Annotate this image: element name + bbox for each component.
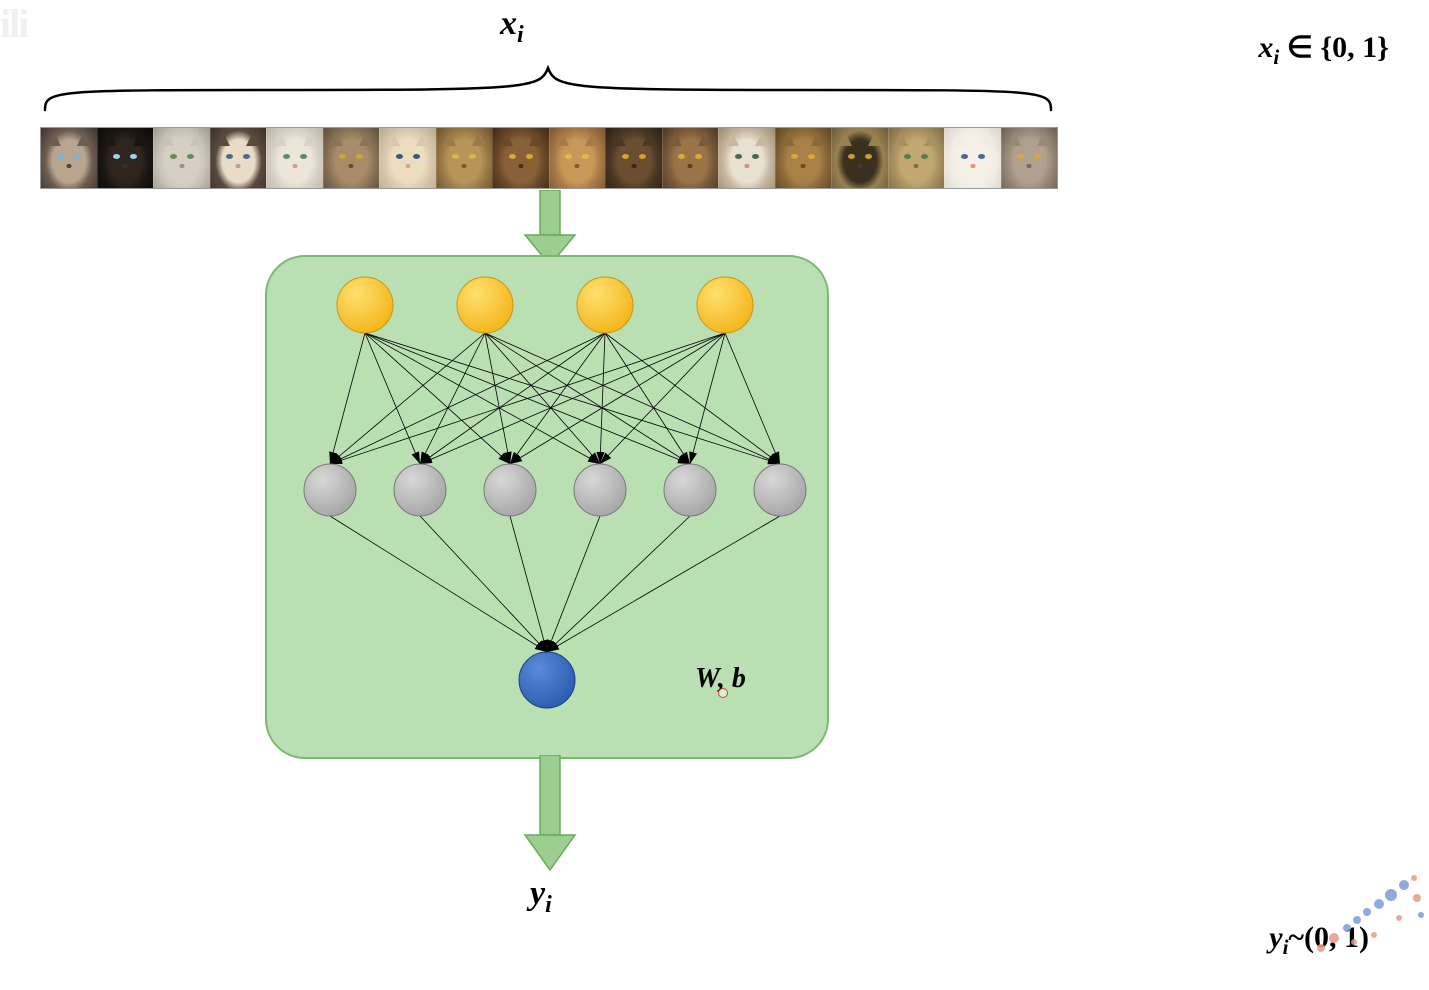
input-label-var: x	[500, 5, 517, 42]
input-thumbnail	[718, 128, 775, 188]
input-thumbnail	[436, 128, 493, 188]
input-neuron	[457, 277, 513, 333]
output-label-var: y	[530, 875, 545, 912]
input-neuron	[577, 277, 633, 333]
input-neuron	[337, 277, 393, 333]
input-thumbnail	[41, 128, 97, 188]
output-label-sub: i	[545, 892, 552, 918]
output-dist-var: y	[1269, 921, 1282, 954]
hidden-neuron	[664, 464, 716, 516]
hidden-neuron	[484, 464, 536, 516]
hidden-neuron	[304, 464, 356, 516]
arrow-out-of-network	[520, 755, 580, 875]
input-neuron	[697, 277, 753, 333]
corner-decoration-dots	[1309, 870, 1429, 970]
input-thumbnail	[549, 128, 606, 188]
input-thumbnail	[831, 128, 888, 188]
input-domain-label: xi ∈ {0, 1}	[1258, 30, 1389, 70]
input-label-sub: i	[517, 22, 524, 48]
watermark-text: ili	[0, 0, 27, 47]
input-thumbnail	[888, 128, 945, 188]
cursor-dot	[718, 688, 728, 698]
input-domain-set: ∈ {0, 1}	[1279, 31, 1389, 64]
input-thumbnail	[605, 128, 662, 188]
input-label: xi	[500, 5, 524, 49]
input-thumbnail	[379, 128, 436, 188]
input-thumbnail	[97, 128, 154, 188]
output-label: yi	[530, 875, 552, 919]
input-domain-var: x	[1258, 31, 1273, 64]
input-thumbnail	[153, 128, 210, 188]
input-thumbnail	[210, 128, 267, 188]
hidden-neuron	[574, 464, 626, 516]
input-thumbnail	[323, 128, 380, 188]
hidden-neuron	[754, 464, 806, 516]
input-thumbnail	[662, 128, 719, 188]
input-thumbnail	[944, 128, 1001, 188]
input-thumbnail	[492, 128, 549, 188]
input-image-strip	[40, 127, 1058, 189]
hidden-neuron	[394, 464, 446, 516]
output-neuron	[519, 652, 575, 708]
input-thumbnail	[266, 128, 323, 188]
curly-brace	[40, 60, 1056, 115]
input-thumbnail	[775, 128, 832, 188]
input-thumbnail	[1001, 128, 1058, 188]
